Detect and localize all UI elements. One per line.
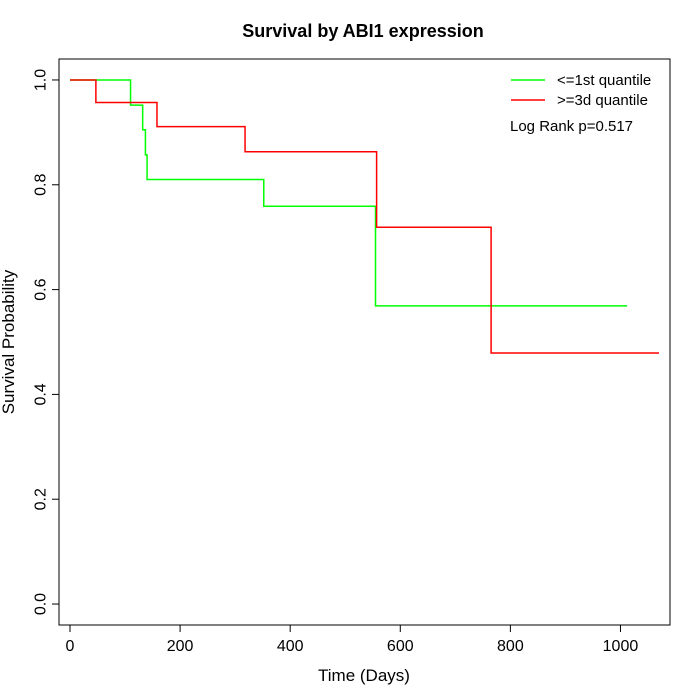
y-axis: 0.0 0.2 0.4 0.6 0.8 1.0 bbox=[33, 69, 60, 615]
survival-curve-series-1 bbox=[70, 79, 628, 307]
x-axis-label: Time (Days) bbox=[318, 666, 410, 685]
x-tick-label: 0 bbox=[66, 638, 75, 655]
legend: <=1st quantile >=3d quantile bbox=[511, 72, 651, 109]
y-tick-label: 0.0 bbox=[33, 593, 50, 615]
x-tick-label: 400 bbox=[277, 638, 304, 655]
y-tick-label: 1.0 bbox=[33, 69, 50, 91]
x-tick-label: 600 bbox=[387, 638, 414, 655]
y-tick-label: 0.8 bbox=[33, 174, 50, 196]
x-tick-label: 200 bbox=[167, 638, 194, 655]
log-rank-annotation: Log Rank p=0.517 bbox=[510, 118, 633, 135]
legend-label: >=3d quantile bbox=[557, 92, 648, 109]
survival-curve-series-2 bbox=[70, 79, 659, 354]
y-tick-label: 0.2 bbox=[33, 488, 50, 510]
y-tick-label: 0.6 bbox=[33, 278, 50, 300]
series-layer bbox=[70, 79, 659, 354]
chart-title: Survival by ABI1 expression bbox=[242, 21, 483, 41]
x-axis: 0 200 400 600 800 1000 bbox=[66, 624, 639, 655]
y-axis-label: Survival Probability bbox=[0, 269, 18, 414]
legend-label: <=1st quantile bbox=[557, 72, 651, 89]
x-tick-label: 1000 bbox=[603, 638, 639, 655]
y-tick-label: 0.4 bbox=[33, 383, 50, 405]
plot-frame bbox=[58, 58, 671, 626]
x-tick-label: 800 bbox=[497, 638, 524, 655]
